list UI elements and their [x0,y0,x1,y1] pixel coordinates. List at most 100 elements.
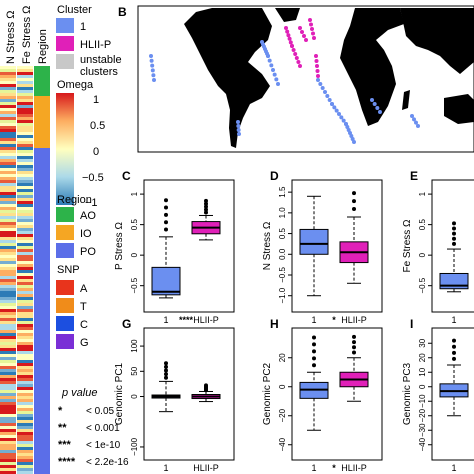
x-category-label: HLII-P [193,463,219,473]
y-tick-label: 1 [130,191,139,196]
y-tick-label: 0.5 [130,219,139,231]
outlier-point [352,191,356,196]
legend-snp-a-swatch [56,280,74,295]
heatmap-cell [17,144,33,147]
heatmap-cell [17,192,33,195]
legend-region-ao-label: AO [80,210,96,222]
station-dot [337,112,341,116]
outlier-point [452,226,456,231]
heatmap-cell [17,324,33,327]
heatmap-cell [17,81,33,84]
outlier-point [352,350,356,355]
x-category-label: 1 [311,315,316,325]
station-dot [149,54,153,58]
heatmap-cell [0,291,16,294]
legend-snp-c-label: C [80,319,88,331]
heatmap-cell [0,96,16,99]
station-dot [410,114,414,118]
region-strip [34,66,50,96]
heatmap-cell [0,435,16,438]
heatmap-cell [0,345,16,348]
outlier-point [164,212,168,217]
heatmap-cell [0,219,16,222]
panel-label-d: D [270,169,279,183]
heatmap-cell [0,90,16,93]
heatmap-cell [17,408,33,411]
heatmap-cell [0,279,16,282]
y-tick-label: 10 [418,367,427,376]
heatmap-cell [0,126,16,129]
plot-frame [431,179,474,313]
heatmap-cell [0,87,16,90]
heatmap-header-fe-stress: Fe Stress Ω [21,6,33,64]
y-tick-label: −100 [130,437,139,456]
y-tick-label: 0 [278,384,287,389]
heatmap-cell [0,438,16,441]
heatmap-cell [17,102,33,105]
station-dot [314,59,319,63]
y-axis-label: P Stress Ω [114,222,125,270]
heatmap-cell [17,354,33,357]
heatmap-cell [0,171,16,174]
panel-label-h: H [270,317,279,331]
station-dot [266,54,270,58]
heatmap-cell [0,471,16,474]
y-tick-label: −40 [418,437,427,451]
heatmap-cell [17,318,33,321]
station-dot [236,128,241,132]
station-dot [375,106,380,110]
y-tick-label: −20 [278,408,287,422]
heatmap-cell [0,348,16,351]
outlier-point [452,241,456,246]
heatmap-cell [0,138,16,141]
heatmap-cell [17,306,33,309]
legend-snp-g-label: G [80,337,89,349]
legend-region-title: Region [57,194,92,206]
station-dot [293,52,298,56]
heatmap-cell [17,87,33,90]
heatmap-cell [0,204,16,207]
y-axis-label: N Stress Ω [262,221,273,270]
outlier-point [164,198,168,203]
station-dot [350,137,355,141]
heatmap-cell [0,180,16,183]
heatmap-cell [17,240,33,243]
station-dot [325,94,330,98]
plot-frame [291,327,383,461]
y-tick-label: 0.0 [278,248,287,260]
heatmap-cell [17,234,33,237]
station-dot [298,26,302,30]
heatmap-cell [17,462,33,465]
heatmap-cell [17,405,33,408]
y-tick-label: −0.5 [130,277,139,293]
heatmap-cell [17,150,33,153]
heatmap-cell [0,267,16,270]
heatmap-cell [17,219,33,222]
heatmap-cell [0,297,16,300]
heatmap-cell [17,147,33,150]
outlier-point [452,338,456,343]
panel-d: D N Stress Ω 1.5 1.0 0.5 0.0 −0.5 −1.0 1 HLII-P * [262,169,383,325]
boxplot-panels: CP Stress Ω10.50−0.51 HLII-P****DN Stress… [114,169,474,473]
heatmap-cell [17,387,33,390]
heatmap-cell [17,99,33,102]
heatmap-cell [17,126,33,129]
x-category-label: HLII-P [193,315,219,325]
x-category-label: 1 [451,315,456,325]
heatmap-cell [17,78,33,81]
outlier-point [204,207,208,212]
station-dot [237,132,241,136]
heatmap-cell [0,306,16,309]
heatmap-cell [0,408,16,411]
heatmap-cell [17,114,33,117]
outlier-point [164,205,168,210]
station-dot [414,120,418,125]
heatmap-cell [17,420,33,423]
y-tick-label: −0.5 [278,267,287,283]
station-dot [332,105,337,110]
heatmap-cell [17,348,33,351]
heatmap-cell [0,456,16,459]
y-axis-label: Genomic PC1 [114,362,125,425]
y-tick-label: 20 [278,353,287,362]
heatmap-cell [17,216,33,219]
